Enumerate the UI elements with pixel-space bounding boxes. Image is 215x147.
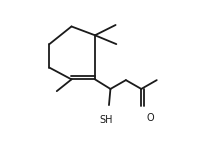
Text: SH: SH	[99, 115, 113, 125]
Text: O: O	[146, 113, 154, 123]
